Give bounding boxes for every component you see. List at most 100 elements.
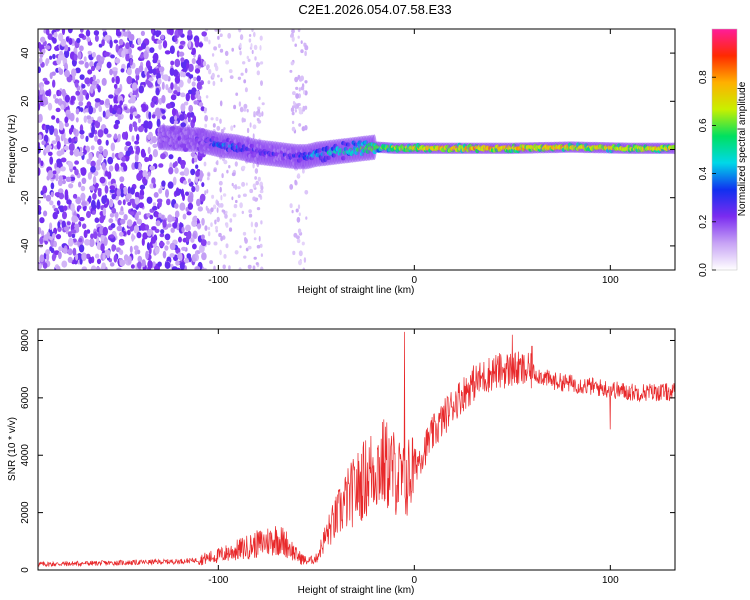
spectrogram-cell <box>126 219 133 227</box>
spectrogram-cell <box>134 191 140 198</box>
spectrogram-cell <box>59 121 64 131</box>
spectrogram-cell <box>127 186 131 196</box>
spectrogram-cell <box>94 98 101 103</box>
spectrogram-cell <box>92 192 97 200</box>
spectrogram-cell <box>149 214 154 220</box>
spectrogram-cell <box>174 161 178 167</box>
spectrogram-cell <box>90 233 94 239</box>
spectrogram-cell <box>157 261 162 267</box>
spectrogram-cell <box>165 84 169 91</box>
spectrogram-cell <box>130 44 135 49</box>
spectrogram-cell <box>148 77 154 82</box>
spectrogram-cell <box>289 203 293 209</box>
spectrogram-cell <box>139 54 144 59</box>
spectrogram-cell <box>295 235 300 240</box>
spectrogram-cell <box>78 151 84 157</box>
spectrogram-cell <box>80 167 87 176</box>
spectrogram-cell <box>204 123 208 128</box>
spectrogram-cell <box>161 180 166 187</box>
spectrogram-cell <box>89 238 95 248</box>
spectrogram-cell <box>230 125 234 131</box>
spectrogram-cell <box>187 78 192 84</box>
spectrogram-cell <box>170 227 175 233</box>
spectrogram-cell <box>140 30 145 36</box>
spectrogram-cell <box>193 76 197 81</box>
spectrogram-cell <box>169 67 175 76</box>
spectrogram-cell <box>86 158 91 165</box>
spectrogram-cell <box>298 78 303 82</box>
spectrogram-cell <box>41 230 45 237</box>
spectrogram-cell <box>134 161 139 170</box>
spectrogram-cell <box>67 29 73 34</box>
spectrogram-cell <box>58 205 64 210</box>
snr-frame <box>37 328 676 571</box>
spectrogram-cell <box>188 89 193 95</box>
spectrogram-cell <box>52 79 56 88</box>
spectrogram-cell <box>300 40 303 44</box>
spectrogram-cell <box>155 87 160 96</box>
spectrogram-cell <box>74 136 78 142</box>
spectrogram-cell <box>122 31 129 37</box>
spectrogram-cell <box>228 227 233 232</box>
spectrogram-cell <box>185 72 191 77</box>
spectrogram-cell <box>162 219 167 228</box>
spectrogram-cell <box>151 114 156 119</box>
x-tick-label: 100 <box>602 575 619 586</box>
spectrogram-cell <box>157 78 162 85</box>
spectrogram-cell <box>74 82 79 88</box>
spectrogram-x-axis-label: Height of straight line (km) <box>298 285 415 296</box>
spectrogram-cell <box>146 71 150 80</box>
spectrogram-cell <box>78 217 85 222</box>
spectrogram-cell <box>147 146 151 155</box>
spectrogram-cell <box>259 45 262 51</box>
spectrogram-cell <box>238 267 242 270</box>
spectrogram-cell <box>216 160 219 166</box>
spectrogram-cell <box>197 206 203 212</box>
spectrogram-cell <box>96 258 102 265</box>
spectrogram-cell <box>154 246 160 255</box>
spectrogram-cell <box>183 167 190 177</box>
spectrogram-cell <box>294 76 299 83</box>
spectrogram-cell <box>158 188 163 194</box>
spectrogram-cell <box>298 212 301 216</box>
spectrogram-cell <box>179 202 186 211</box>
spectrogram-cell <box>298 123 302 127</box>
spectrogram-cell <box>123 186 128 192</box>
spectrogram-cell <box>103 203 108 208</box>
spectrogram-cell <box>292 100 296 105</box>
spectrogram-cell <box>75 117 79 123</box>
spectrogram-cell <box>289 69 293 73</box>
spectrogram-cell <box>195 93 199 99</box>
chart-title: C2E1.2026.054.07.58.E33 <box>298 2 452 17</box>
spectrogram-cell <box>105 98 110 106</box>
spectrogram-cell <box>101 29 107 32</box>
spectrogram-cell <box>123 164 128 172</box>
spectrogram-cell <box>183 101 189 106</box>
spectrogram-cell <box>290 34 293 38</box>
spectrogram-cell <box>249 188 254 194</box>
spectrogram-cell <box>109 185 116 190</box>
spectrogram-cell <box>43 210 48 217</box>
colorbar-tick-label: 0.0 <box>698 263 709 277</box>
colorbar-tick-label: 0.8 <box>698 70 709 84</box>
spectrogram-cell <box>256 118 260 122</box>
spectrogram-cell <box>192 115 197 124</box>
spectrogram-cell <box>131 233 135 242</box>
spectrogram-cell <box>204 115 208 121</box>
spectrogram-cell <box>187 178 192 184</box>
spectrogram-cell <box>89 85 94 94</box>
spectrogram-cell <box>202 60 207 67</box>
spectrogram-cell <box>120 68 125 73</box>
spectrogram-cell <box>158 163 164 168</box>
spectrogram-cell <box>181 226 185 233</box>
spectrogram-cell <box>303 89 306 95</box>
y-tick-label: 2000 <box>20 501 31 524</box>
spectrogram-cell <box>102 252 106 261</box>
spectrogram-cell <box>180 57 185 63</box>
spectrogram-cell <box>54 45 60 52</box>
spectrogram-cell <box>187 29 193 36</box>
spectrogram-cell <box>50 247 55 254</box>
spectrogram-cell <box>136 231 142 239</box>
spectrogram-cell <box>56 265 61 270</box>
